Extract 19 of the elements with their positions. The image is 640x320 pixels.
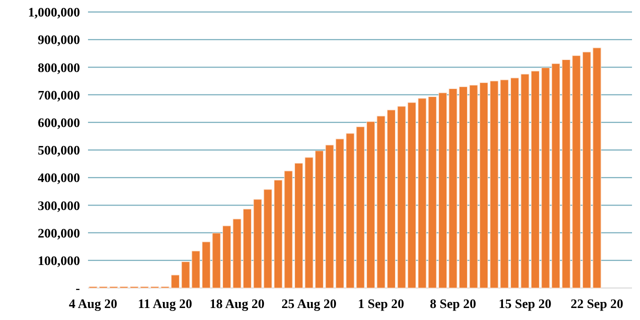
y-tick-label: 200,000 [38, 225, 80, 240]
y-tick-label: 900,000 [38, 32, 80, 48]
y-tick-label: - [76, 280, 80, 296]
x-tick-label: 4 Aug 20 [68, 296, 118, 311]
x-tick-label: 18 Aug 20 [210, 296, 264, 311]
x-tick-label: 25 Aug 20 [282, 296, 336, 311]
y-tick-label: 1,000,000 [28, 4, 80, 20]
y-tick-label: 100,000 [38, 252, 80, 268]
y-tick-label: 700,000 [38, 87, 80, 102]
x-tick-label: 15 Sep 20 [498, 296, 552, 311]
y-tick-label: 400,000 [38, 170, 80, 186]
x-tick-label: 8 Sep 20 [430, 296, 476, 311]
y-tick-label: 800,000 [38, 60, 80, 75]
x-tick-label: 1 Sep 20 [358, 296, 404, 311]
x-tick-label: 22 Sep 20 [570, 296, 624, 311]
y-tick-label: 600,000 [38, 114, 80, 130]
y-tick-label: 300,000 [38, 198, 80, 213]
x-tick-label: 11 Aug 20 [138, 296, 192, 311]
y-tick-label: 500,000 [38, 142, 80, 158]
